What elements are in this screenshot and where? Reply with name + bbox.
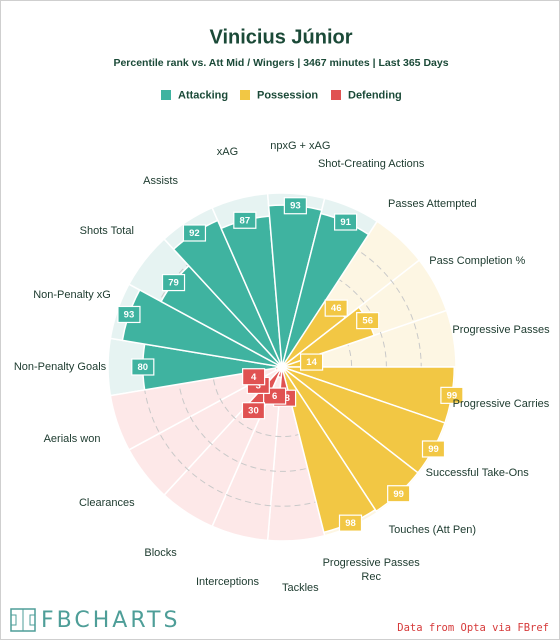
value-label: 93: [124, 309, 135, 320]
category-label: Passes Attempted: [388, 197, 477, 210]
value-label-box: [324, 299, 348, 317]
value-label: 4: [251, 372, 257, 383]
category-label: Progressive Passes Rec: [322, 557, 420, 584]
value-label: 99: [447, 390, 458, 401]
value-label-box: [242, 368, 266, 386]
category-label: Aerials won: [43, 433, 101, 446]
chart-subtitle: Percentile rank vs. Att Mid / Wingers | …: [113, 57, 448, 69]
legend-swatch: [331, 90, 341, 100]
category-label: Interceptions: [196, 576, 259, 589]
value-label: 56: [362, 316, 373, 327]
value-label: 93: [290, 201, 301, 212]
value-label: 92: [189, 228, 200, 239]
category-label: Shots Total: [79, 224, 134, 237]
category-label: xAG: [216, 145, 239, 158]
value-label-box: [299, 353, 324, 371]
bars: [121, 204, 456, 534]
value-label: 3: [256, 380, 261, 391]
category-label: Pass Completion %: [429, 255, 526, 268]
chart-title: Vinicius Júnior: [210, 26, 353, 48]
value-label-box: [233, 211, 257, 229]
value-label-box: [356, 312, 380, 330]
slice-background: [109, 366, 283, 451]
category-label: Touches (Att Pen): [388, 524, 477, 537]
value-label: 14: [306, 357, 317, 368]
value-label: 6: [272, 391, 277, 402]
logo-icon-box: [29, 614, 36, 626]
value-label-box: [421, 440, 446, 458]
category-label: Progressive Carries: [452, 397, 550, 410]
category-label: Blocks: [144, 546, 177, 559]
value-label: 99: [393, 489, 404, 500]
category-label: Non-Penalty Goals: [13, 361, 107, 373]
value-label: 30: [248, 406, 259, 417]
logo-text: FBCHARTS: [41, 608, 180, 633]
value-label-box: [182, 224, 207, 242]
category-label: Shot-Creating Actions: [317, 157, 425, 170]
value-label-box: [440, 386, 464, 404]
legend-swatch: [240, 90, 250, 100]
logo: FBCHARTS: [10, 608, 180, 633]
value-label-box: [387, 485, 411, 503]
plot-area: 80937992879391465614999999981863034: [107, 192, 464, 542]
value-label: 80: [138, 362, 149, 373]
category-label: Successful Take-Ons: [425, 466, 529, 479]
value-label: 46: [331, 303, 342, 314]
legend: Attacking Possession Defending: [161, 89, 402, 101]
value-label-box: [283, 197, 307, 215]
legend-swatch: [161, 90, 171, 100]
bar: [274, 366, 283, 372]
category-label: npxG + xAG: [270, 139, 331, 152]
category-label: Tackles: [281, 582, 319, 595]
source-credit: Data from Opta via FBref: [397, 622, 549, 634]
category-label: Non-Penalty xG: [33, 288, 111, 301]
category-label: Progressive Passes: [452, 324, 550, 337]
category-label: Assists: [143, 175, 178, 188]
legend-label: Possession: [257, 89, 318, 101]
value-label: 91: [340, 217, 351, 228]
value-label-box: [117, 305, 141, 324]
legend-label: Attacking: [178, 89, 228, 101]
value-label: 79: [168, 278, 179, 289]
value-label: 99: [428, 444, 439, 455]
value-label-box: [338, 514, 363, 532]
logo-icon-box: [10, 614, 17, 626]
legend-label: Defending: [348, 89, 402, 101]
category-label: Clearances: [78, 497, 135, 510]
value-label: 98: [345, 518, 356, 529]
value-label-box: [131, 358, 155, 376]
value-labels: 80937992879391465614999999981863034: [117, 197, 464, 532]
value-label-box: [161, 273, 186, 292]
value-label-box: [241, 402, 266, 420]
value-label: 87: [240, 215, 251, 226]
value-label-box: [334, 213, 358, 231]
